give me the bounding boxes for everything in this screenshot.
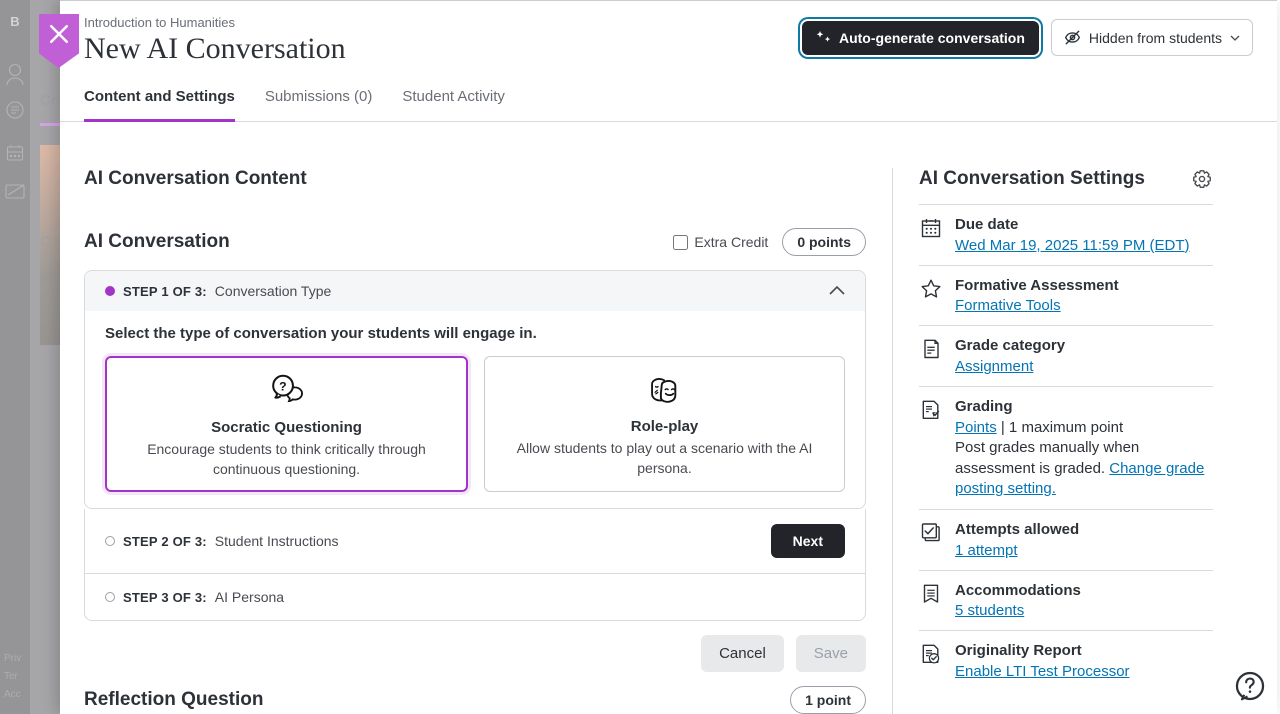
svg-text:?: ? — [279, 379, 286, 393]
